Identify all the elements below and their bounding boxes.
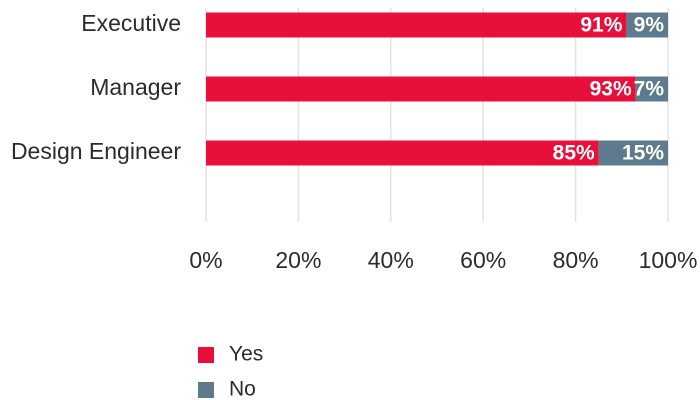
x-tick-label: 80% <box>553 247 599 273</box>
legend-label-no: No <box>229 378 256 400</box>
bar-yes-0 <box>206 12 627 38</box>
category-label: Manager <box>90 74 181 100</box>
category-label: Design Engineer <box>11 138 181 164</box>
legend-label-yes: Yes <box>229 343 263 366</box>
x-tick-label: 0% <box>189 247 222 273</box>
x-axis-ticks: 0% 20% 40% 60% 80% 100% <box>189 247 697 273</box>
legend-swatch-yes <box>198 347 214 363</box>
x-tick-label: 40% <box>368 247 414 273</box>
bar-no-2 <box>598 140 668 166</box>
data-label-no: 7% <box>634 78 665 101</box>
data-label-no: 9% <box>634 14 665 37</box>
x-tick-label: 20% <box>275 247 321 273</box>
bars: 91% 9% 93% 7% 85% 15% <box>206 12 668 166</box>
bar-no-0 <box>626 12 668 38</box>
legend: Yes No <box>198 343 263 400</box>
data-label-yes: 93% <box>590 78 632 101</box>
bar-yes-2 <box>206 140 599 166</box>
data-label-yes: 91% <box>580 14 622 37</box>
x-tick-label: 60% <box>460 247 506 273</box>
category-label: Executive <box>81 10 181 36</box>
bar-yes-1 <box>206 76 636 102</box>
data-label-no: 15% <box>622 142 664 165</box>
legend-swatch-no <box>198 382 214 398</box>
category-labels: Executive Manager Design Engineer <box>11 10 181 164</box>
x-tick-label: 100% <box>639 247 698 273</box>
bar-no-1 <box>635 76 668 102</box>
data-label-yes: 85% <box>553 142 595 165</box>
gridlines <box>205 8 669 222</box>
